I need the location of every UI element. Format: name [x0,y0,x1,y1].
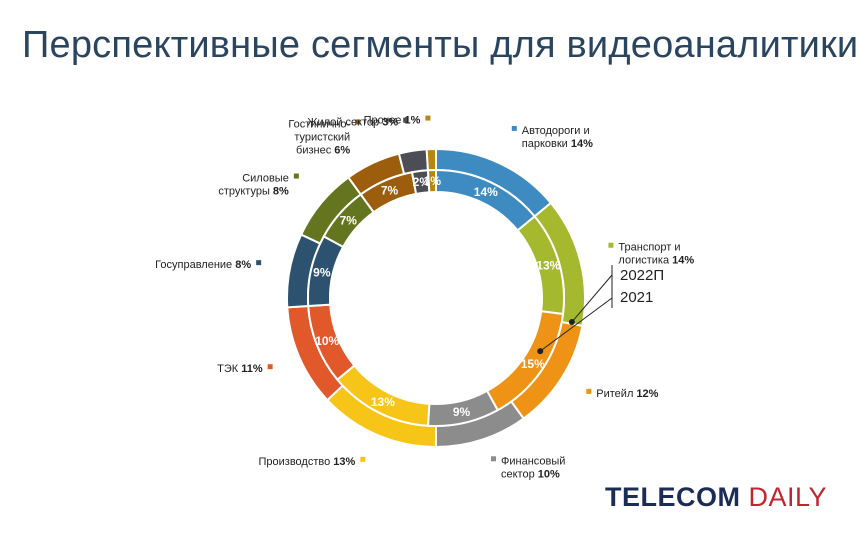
legend-marker-retail [586,388,592,394]
inner-pct-label-housing: 2% [413,175,431,189]
svg-text:Транспорт и: Транспорт и [618,242,680,254]
category-label-retail: Ритейл 12% [586,388,659,400]
inner-pct-label-other: 1% [424,174,442,188]
ring-legend-inner: 2021 [620,289,653,306]
ring-legend-outer: 2022П [620,267,664,284]
inner-pct-label-transport: 13% [536,258,560,272]
svg-text:парковки 14%: парковки 14% [522,138,593,150]
svg-text:сектор 10%: сектор 10% [501,468,560,480]
svg-text:логистика 14%: логистика 14% [618,255,694,267]
legend-marker-housing [403,117,409,123]
legend-marker-hotels [355,119,361,125]
outer-ring-2022 [286,147,586,449]
ring-legend: 2022П 2021 [537,265,664,355]
legend-marker-production [360,456,366,462]
legend-marker-transport [608,242,614,248]
svg-text:Ритейл 12%: Ритейл 12% [596,388,658,400]
svg-text:Производство 13%: Производство 13% [258,456,355,468]
telecom-daily-logo: TELECOM DAILY [605,482,828,512]
svg-text:Прочее 1%: Прочее 1% [364,115,421,127]
legend-marker-finance [491,456,497,462]
svg-text:Гостинично-: Гостинично- [288,118,350,130]
inner-segment-other [426,168,437,194]
svg-text:туристский: туристский [294,131,350,143]
inner-pct-label-hotels: 7% [381,184,399,198]
inner-pct-label-roads: 14% [474,185,498,199]
legend-marker-energy [267,364,273,370]
inner-pct-label-finance: 9% [453,405,471,419]
svg-text:ТЭК 11%: ТЭК 11% [217,363,263,375]
svg-text:бизнес 6%: бизнес 6% [296,144,350,156]
svg-text:Автодороги и: Автодороги и [522,125,590,137]
legend-marker-roads [511,125,517,131]
inner-pct-label-retail: 15% [521,357,545,371]
category-label-other: Прочее 1% [364,115,431,127]
segment-labels: 14% 13% 15% 9% 13% 10% 9% 7% 7% 2%1% [313,174,561,419]
category-label-government: Госуправление 8% [155,259,262,271]
svg-text:Силовые: Силовые [242,173,289,185]
legend-marker-other [425,115,431,121]
inner-pct-label-energy: 10% [315,334,339,348]
category-label-production: Производство 13% [258,456,366,468]
svg-text:Жилой сектор 3%: Жилой сектор 3% [307,117,398,129]
svg-text:Госуправление 8%: Госуправление 8% [155,259,251,271]
inner-pct-label-government: 9% [313,265,331,279]
svg-text:Финансовый: Финансовый [501,455,565,467]
legend-marker-security [293,173,299,179]
legend-marker-government [256,260,262,266]
category-label-energy: ТЭК 11% [217,363,273,375]
page-title: Перспективные сегменты для видеоаналитик… [22,24,859,66]
outer-segment-other [425,147,437,172]
svg-text:структуры 8%: структуры 8% [218,186,289,198]
inner-pct-label-production: 13% [371,395,395,409]
category-label-housing: Жилой сектор 3% [307,117,409,129]
inner-pct-label-security: 7% [340,214,358,228]
inner-ring-2021 [307,168,565,427]
